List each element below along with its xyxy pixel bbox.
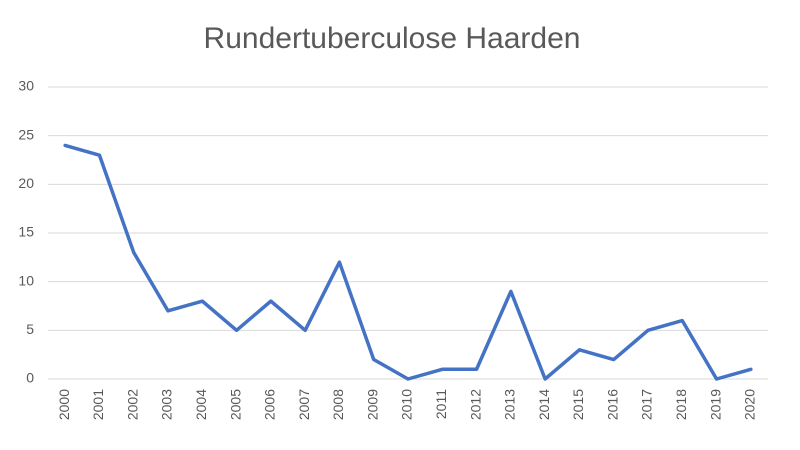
data-line — [63, 143, 753, 381]
x-tick-label: 2008 — [330, 389, 346, 420]
x-tick-label: 2005 — [227, 389, 243, 420]
x-tick-label: 2007 — [296, 389, 312, 420]
y-tick-label: 15 — [18, 224, 34, 240]
y-tick-label: 5 — [26, 321, 34, 337]
x-tick-label: 2018 — [673, 389, 689, 420]
y-tick-label: 0 — [26, 370, 34, 386]
y-tick-label: 10 — [18, 272, 34, 288]
x-tick-label: 2014 — [536, 389, 552, 420]
x-tick-label: 2017 — [639, 389, 655, 420]
x-tick-label: 2000 — [56, 389, 72, 420]
y-tick-label: 25 — [18, 126, 34, 142]
x-tick-label: 2013 — [502, 389, 518, 420]
x-tick-label: 2019 — [707, 389, 723, 420]
x-tick-label: 2004 — [193, 389, 209, 420]
x-tick-label: 2003 — [159, 389, 175, 420]
x-tick-label: 2016 — [604, 389, 620, 420]
x-tick-label: 2012 — [467, 389, 483, 420]
x-tick-label: 2009 — [364, 389, 380, 420]
y-tick-label: 20 — [18, 175, 34, 191]
x-tick-label: 2006 — [262, 389, 278, 420]
x-tick-label: 2010 — [399, 389, 415, 420]
x-tick-label: 2002 — [124, 389, 140, 420]
x-tick-label: 2001 — [90, 389, 106, 420]
chart-title: Rundertuberculose Haarden — [204, 22, 581, 55]
y-tick-label: 30 — [18, 78, 34, 94]
x-tick-label: 2015 — [570, 389, 586, 420]
x-tick-label: 2020 — [742, 389, 758, 420]
x-tick-label: 2011 — [433, 389, 449, 419]
